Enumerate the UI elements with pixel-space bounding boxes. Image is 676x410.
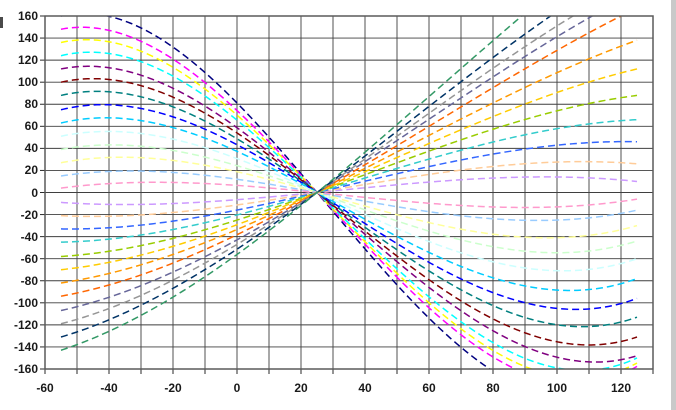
y-tick-label: -20: [20, 208, 38, 222]
y-tick-label: -40: [20, 230, 38, 244]
x-tick-label: 20: [294, 381, 308, 395]
cropped-axis-title-fragment: [0, 17, 3, 28]
x-tick-label: 60: [422, 381, 436, 395]
x-tick-label: -20: [164, 381, 182, 395]
y-tick-label: 20: [24, 163, 38, 177]
y-tick-label: 140: [17, 31, 38, 45]
y-tick-label: -120: [13, 318, 38, 332]
y-tick-label: -140: [13, 340, 38, 354]
x-tick-label: -60: [36, 381, 54, 395]
x-tick-label: 100: [546, 381, 568, 395]
x-tick-label: 0: [233, 381, 241, 395]
x-tick-label: 120: [610, 381, 632, 395]
y-tick-label: 60: [24, 119, 38, 133]
y-tick-label: 40: [24, 141, 38, 155]
y-tick-label: -60: [20, 252, 38, 266]
y-tick-label: 80: [24, 97, 38, 111]
y-tick-label: 100: [17, 75, 38, 89]
window-edge: [671, 0, 676, 410]
y-tick-label: 0: [31, 186, 38, 200]
y-tick-label: 160: [17, 9, 38, 23]
y-tick-label: -80: [20, 274, 38, 288]
x-tick-label: 40: [358, 381, 372, 395]
y-tick-label: 120: [17, 53, 38, 67]
y-tick-label: -160: [13, 362, 38, 376]
y-tick-label: -100: [13, 296, 38, 310]
x-tick-label: -40: [100, 381, 118, 395]
x-tick-label: 80: [486, 381, 500, 395]
